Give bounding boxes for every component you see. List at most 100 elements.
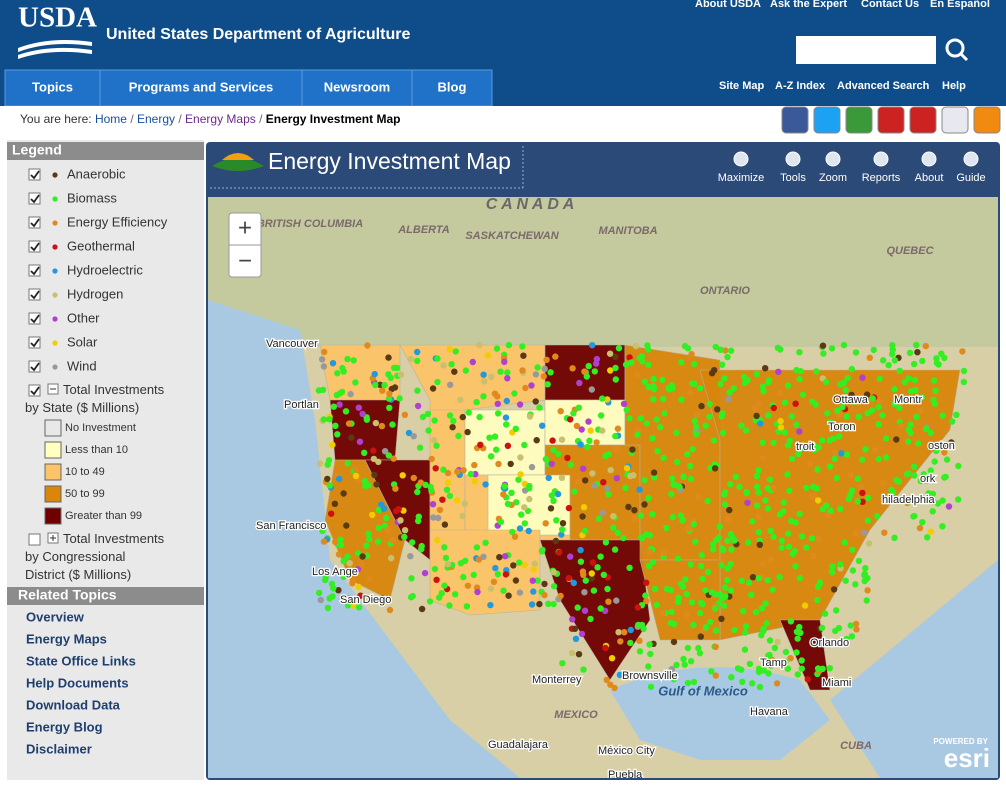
facility-point[interactable] xyxy=(764,577,771,584)
facility-point[interactable] xyxy=(651,386,658,393)
facility-point[interactable] xyxy=(744,499,751,506)
facility-point[interactable] xyxy=(344,602,352,609)
facility-point[interactable] xyxy=(933,359,941,366)
facility-point[interactable] xyxy=(719,429,727,437)
facility-point[interactable] xyxy=(418,605,426,613)
facility-point[interactable] xyxy=(511,390,518,397)
facility-point[interactable] xyxy=(943,456,951,463)
facility-point[interactable] xyxy=(917,407,924,415)
facility-point[interactable] xyxy=(864,494,872,502)
facility-point[interactable] xyxy=(736,483,743,490)
facility-point[interactable] xyxy=(487,601,494,609)
facility-point[interactable] xyxy=(726,506,733,514)
facility-point[interactable] xyxy=(929,508,936,515)
facility-point[interactable] xyxy=(941,449,948,456)
facility-point[interactable] xyxy=(599,509,606,517)
facility-point[interactable] xyxy=(501,483,508,490)
facility-point[interactable] xyxy=(441,544,448,551)
facility-point[interactable] xyxy=(541,580,548,588)
facility-point[interactable] xyxy=(470,571,477,579)
facility-point[interactable] xyxy=(840,379,848,387)
facility-point[interactable] xyxy=(647,683,655,691)
facility-point[interactable] xyxy=(521,561,528,569)
facility-point[interactable] xyxy=(320,363,328,370)
facility-point[interactable] xyxy=(575,404,582,411)
facility-point[interactable] xyxy=(889,488,897,496)
tool-icon[interactable] xyxy=(785,151,801,167)
facility-point[interactable] xyxy=(581,368,588,375)
checkbox[interactable] xyxy=(28,168,41,181)
facility-point[interactable] xyxy=(439,496,446,503)
facility-point[interactable] xyxy=(680,655,687,663)
facility-point[interactable] xyxy=(441,582,448,589)
facility-point[interactable] xyxy=(793,366,800,374)
facility-point[interactable] xyxy=(843,413,850,420)
facility-point[interactable] xyxy=(446,602,453,609)
facility-point[interactable] xyxy=(929,497,936,505)
facility-point[interactable] xyxy=(697,610,704,617)
facility-point[interactable] xyxy=(548,460,555,467)
facility-point[interactable] xyxy=(707,464,714,472)
facility-point[interactable] xyxy=(854,498,861,505)
facility-point[interactable] xyxy=(796,510,803,517)
facility-point[interactable] xyxy=(497,368,504,375)
facility-point[interactable] xyxy=(326,416,333,423)
facility-point[interactable] xyxy=(702,422,709,429)
facility-point[interactable] xyxy=(414,488,421,496)
facility-point[interactable] xyxy=(920,471,927,478)
facility-point[interactable] xyxy=(490,578,498,586)
facility-point[interactable] xyxy=(653,601,660,609)
facility-point[interactable] xyxy=(645,663,652,670)
facility-point[interactable] xyxy=(852,581,859,588)
facility-point[interactable] xyxy=(724,537,731,544)
facility-point[interactable] xyxy=(727,560,734,568)
facility-point[interactable] xyxy=(663,585,671,593)
facility-point[interactable] xyxy=(630,472,637,479)
facility-point[interactable] xyxy=(385,354,392,361)
facility-point[interactable] xyxy=(516,589,524,596)
facility-point[interactable] xyxy=(659,609,666,616)
facility-point[interactable] xyxy=(326,595,333,602)
facility-point[interactable] xyxy=(400,507,407,514)
facility-point[interactable] xyxy=(345,420,353,427)
checkbox[interactable] xyxy=(28,312,41,325)
facility-point[interactable] xyxy=(753,473,761,480)
facility-point[interactable] xyxy=(781,399,789,406)
facility-point[interactable] xyxy=(639,358,646,365)
facility-point[interactable] xyxy=(570,410,577,417)
facility-point[interactable] xyxy=(356,438,364,445)
facility-point[interactable] xyxy=(617,638,624,645)
facility-point[interactable] xyxy=(685,525,692,532)
facility-point[interactable] xyxy=(680,473,687,480)
facility-point[interactable] xyxy=(759,454,766,461)
facility-point[interactable] xyxy=(879,412,886,419)
facility-point[interactable] xyxy=(796,623,803,631)
facility-point[interactable] xyxy=(627,639,634,647)
facility-point[interactable] xyxy=(740,373,748,381)
facility-point[interactable] xyxy=(759,439,766,446)
checkbox[interactable] xyxy=(28,360,41,373)
facility-point[interactable] xyxy=(673,429,680,437)
facility-point[interactable] xyxy=(859,489,866,497)
facility-point[interactable] xyxy=(453,497,461,504)
facility-point[interactable] xyxy=(463,603,471,610)
facility-point[interactable] xyxy=(652,585,659,593)
facility-point[interactable] xyxy=(558,526,566,533)
facility-point[interactable] xyxy=(350,357,357,364)
facility-point[interactable] xyxy=(474,588,481,596)
facility-point[interactable] xyxy=(814,466,821,473)
facility-point[interactable] xyxy=(785,543,793,551)
facility-point[interactable] xyxy=(504,500,512,508)
facility-point[interactable] xyxy=(708,589,715,596)
facility-point[interactable] xyxy=(497,518,505,526)
facility-point[interactable] xyxy=(753,483,761,490)
facility-point[interactable] xyxy=(336,401,343,408)
facility-point[interactable] xyxy=(331,500,339,507)
facility-point[interactable] xyxy=(816,579,824,586)
facility-point[interactable] xyxy=(860,529,868,536)
facility-point[interactable] xyxy=(677,580,685,587)
facility-point[interactable] xyxy=(704,497,711,505)
facility-point[interactable] xyxy=(702,624,710,631)
facility-point[interactable] xyxy=(602,452,609,459)
facility-point[interactable] xyxy=(803,484,810,491)
